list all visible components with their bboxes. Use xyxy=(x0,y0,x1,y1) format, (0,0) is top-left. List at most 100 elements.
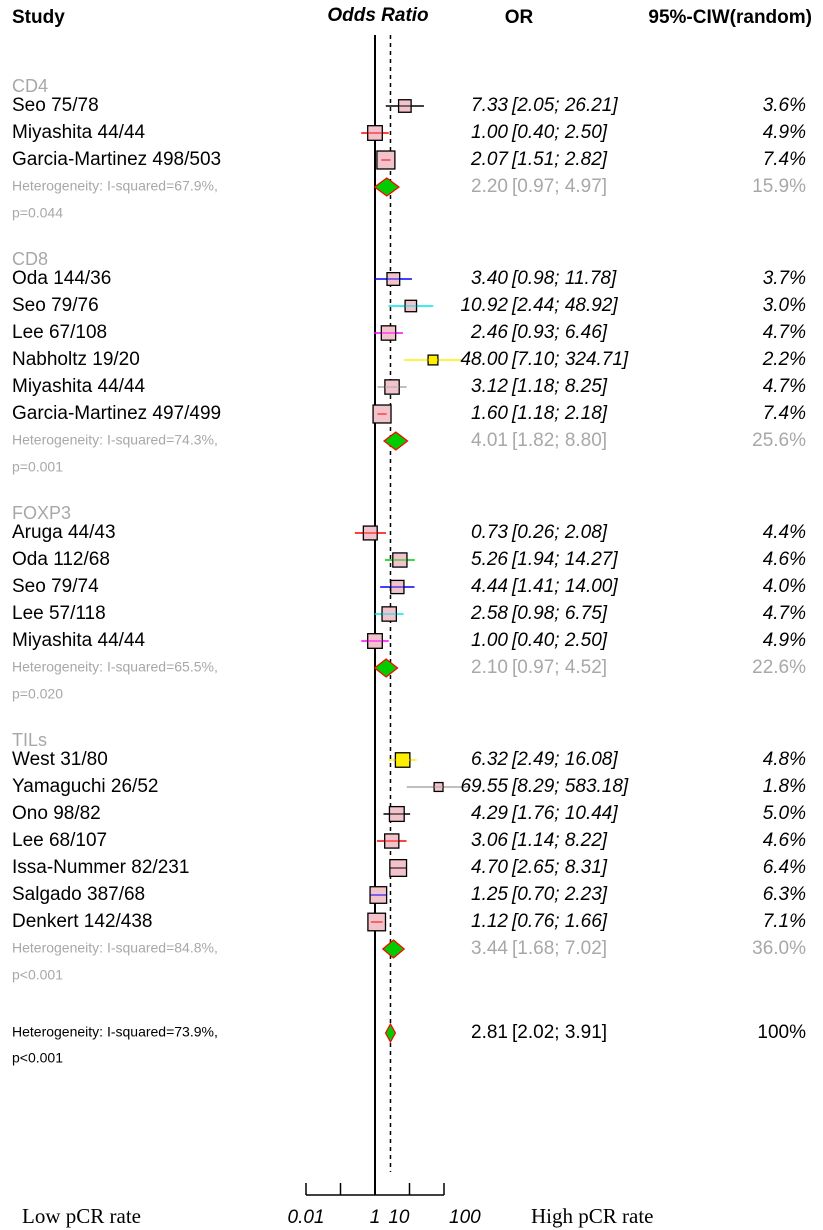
weight-value: 100% xyxy=(757,1022,806,1043)
ci-value: [0.98; 6.75] xyxy=(511,603,608,624)
study-label: Aruga 44/43 xyxy=(12,522,116,543)
study-label: Miyashita 44/44 xyxy=(12,122,146,143)
study-label: Seo 79/76 xyxy=(12,295,99,316)
or-value: 7.33 xyxy=(471,95,508,116)
header-ci: 95%-CI xyxy=(648,7,711,28)
or-value: 4.01 xyxy=(471,430,508,451)
study-label: Lee 68/107 xyxy=(12,830,107,851)
heterogeneity: p<0.001 xyxy=(12,1050,63,1066)
weight-value: 4.4% xyxy=(763,522,806,543)
weight-value: 4.6% xyxy=(763,830,806,851)
ci-value: [0.70; 2.23] xyxy=(511,884,608,905)
x-tick-label: 1 xyxy=(370,1207,381,1228)
group-label: FOXP3 xyxy=(12,503,71,523)
header-ci-weight: 95%-CIW(random) xyxy=(648,7,812,28)
weight-value: 2.2% xyxy=(762,349,806,370)
ci-value: [2.44; 48.92] xyxy=(511,295,618,316)
weight-value: 4.9% xyxy=(763,122,806,143)
header-study: Study xyxy=(12,7,65,28)
or-value: 2.20 xyxy=(471,176,508,197)
study-label: Miyashita 44/44 xyxy=(12,376,146,397)
ci-value: [2.49; 16.08] xyxy=(511,749,618,770)
weight-value: 4.7% xyxy=(763,376,806,397)
weight-value: 4.7% xyxy=(763,322,806,343)
summary-diamond xyxy=(382,431,409,451)
or-value: 2.58 xyxy=(470,603,508,624)
header-or: OR xyxy=(505,7,534,28)
or-value: 3.06 xyxy=(471,830,508,851)
heterogeneity: Heterogeneity: I-squared=84.8%, xyxy=(12,940,218,956)
ci-value: [1.68; 7.02] xyxy=(512,938,607,959)
ci-value: [0.97; 4.97] xyxy=(512,176,607,197)
or-value: 69.55 xyxy=(460,776,508,797)
ci-value: [1.94; 14.27] xyxy=(511,549,618,570)
heterogeneity: p<0.001 xyxy=(12,967,63,983)
study-label: Ono 98/82 xyxy=(12,803,101,824)
ci-value: [2.05; 26.21] xyxy=(511,95,618,116)
ci-value: [0.97; 4.52] xyxy=(512,657,607,678)
study-label: Lee 57/118 xyxy=(12,603,106,624)
ci-value: [0.40; 2.50] xyxy=(511,630,608,651)
ci-value: [1.82; 8.80] xyxy=(512,430,607,451)
heterogeneity: p=0.020 xyxy=(12,686,63,702)
or-value: 1.00 xyxy=(471,630,508,651)
or-value: 2.81 xyxy=(471,1022,508,1043)
weight-value: 4.6% xyxy=(763,549,806,570)
heterogeneity: Heterogeneity: I-squared=67.9%, xyxy=(12,178,218,194)
ci-value: [0.98; 11.78] xyxy=(511,268,617,289)
study-label: Seo 75/78 xyxy=(12,95,99,116)
ci-value: [0.76; 1.66] xyxy=(511,911,608,932)
or-value: 3.44 xyxy=(471,938,508,959)
ci-value: [1.51; 2.82] xyxy=(511,149,608,170)
ci-value: [2.02; 3.91] xyxy=(512,1022,607,1043)
or-value: 4.44 xyxy=(471,576,508,597)
or-value: 10.92 xyxy=(460,295,508,316)
summary-diamond xyxy=(373,658,399,678)
summary-diamond xyxy=(384,1022,397,1044)
or-value: 1.12 xyxy=(471,911,508,932)
study-label: Yamaguchi 26/52 xyxy=(12,776,158,797)
study-label: Nabholtz 19/20 xyxy=(12,349,140,370)
weight-value: 7.4% xyxy=(763,149,806,170)
weight-value: 7.1% xyxy=(763,911,806,932)
or-value: 2.46 xyxy=(470,322,508,343)
study-label: Oda 112/68 xyxy=(12,549,110,570)
study-label: Seo 79/74 xyxy=(12,576,99,597)
heterogeneity: p=0.001 xyxy=(12,459,63,475)
group-label: CD4 xyxy=(12,76,48,96)
study-label: Garcia-Martinez 498/503 xyxy=(12,149,221,170)
weight-value: 36.0% xyxy=(752,938,806,959)
weight-value: 25.6% xyxy=(752,430,806,451)
heterogeneity: Heterogeneity: I-squared=73.9%, xyxy=(12,1024,218,1040)
study-label: Lee 67/108 xyxy=(12,322,107,343)
weight-value: 6.4% xyxy=(763,857,806,878)
weight-value: 5.0% xyxy=(763,803,806,824)
ci-value: [1.41; 14.00] xyxy=(511,576,618,597)
ci-value: [2.65; 8.31] xyxy=(511,857,608,878)
weight-value: 4.0% xyxy=(763,576,806,597)
weight-value: 3.7% xyxy=(763,268,806,289)
or-value: 6.32 xyxy=(471,749,508,770)
study-label: Salgado 387/68 xyxy=(12,884,145,905)
or-value: 1.60 xyxy=(471,403,508,424)
ci-value: [0.40; 2.50] xyxy=(511,122,608,143)
or-value: 1.25 xyxy=(471,884,508,905)
study-label: Miyashita 44/44 xyxy=(12,630,146,651)
weight-value: 3.6% xyxy=(763,95,806,116)
x-tick-label: 10 xyxy=(388,1207,410,1228)
heterogeneity: Heterogeneity: I-squared=74.3%, xyxy=(12,432,218,448)
or-value: 48.00 xyxy=(460,349,508,370)
ci-value: [1.76; 10.44] xyxy=(511,803,618,824)
weight-value: 3.0% xyxy=(763,295,806,316)
weight-value: 4.9% xyxy=(763,630,806,651)
weight-value: 7.4% xyxy=(763,403,806,424)
or-value: 5.26 xyxy=(471,549,508,570)
summary-diamond xyxy=(381,939,406,959)
ci-value: [0.93; 6.46] xyxy=(511,322,608,343)
ci-value: [7.10; 324.71] xyxy=(511,349,629,370)
ci-value: [1.18; 8.25] xyxy=(511,376,608,397)
or-value: 4.70 xyxy=(471,857,508,878)
study-label: Garcia-Martinez 497/499 xyxy=(12,403,221,424)
weight-value: 22.6% xyxy=(752,657,806,678)
